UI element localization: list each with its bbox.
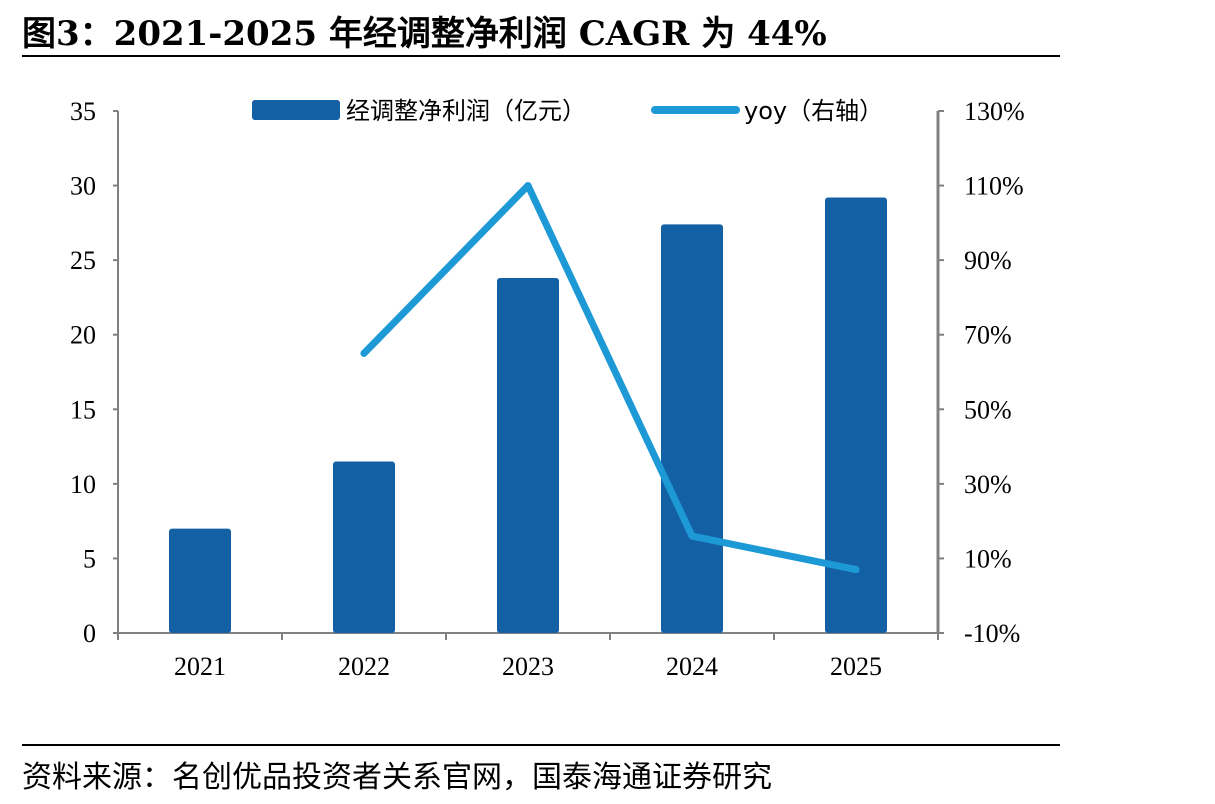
left-axis-tick-label: 30 (70, 172, 96, 201)
right-axis-tick-label: 10% (964, 544, 1012, 573)
legend-bar-label: 经调整净利润（亿元） (346, 97, 586, 125)
x-axis-tick-label: 2024 (666, 652, 718, 681)
left-axis-tick-label: 15 (70, 395, 96, 424)
left-axis-tick-label: 10 (70, 470, 96, 499)
bar-2023 (497, 278, 559, 633)
chart: 05101520253035-10%10%30%50%70%90%110%130… (70, 97, 1025, 681)
chart-title: 图3：2021-2025 年经调整净利润 CAGR 为 44% (22, 14, 827, 54)
right-axis-tick-label: 90% (964, 246, 1012, 275)
legend-line-label: yoy（右轴） (744, 97, 883, 125)
yoy-line-path (360, 182, 860, 574)
x-axis-tick-label: 2022 (338, 652, 390, 681)
bar-2021 (169, 528, 231, 633)
axes: 05101520253035-10%10%30%50%70%90%110%130… (70, 97, 1025, 681)
x-axis-tick-label: 2021 (174, 652, 226, 681)
left-axis-tick-label: 0 (83, 619, 96, 648)
left-axis-tick-label: 5 (83, 544, 96, 573)
left-axis-tick-label: 35 (70, 97, 96, 126)
yoy-line (360, 182, 860, 574)
bars (169, 197, 887, 633)
bar-2022 (333, 461, 395, 633)
x-axis-tick-label: 2025 (830, 652, 882, 681)
source-note: 资料来源：名创优品投资者关系官网，国泰海通证券研究 (22, 760, 772, 795)
legend-bar-swatch (252, 100, 340, 120)
right-axis-tick-label: 30% (964, 470, 1012, 499)
legend: 经调整净利润（亿元） yoy（右轴） (252, 97, 883, 125)
source-rule (22, 744, 1060, 746)
bar-2025 (825, 197, 887, 633)
title-rule (22, 55, 1060, 57)
left-axis-tick-label: 25 (70, 246, 96, 275)
right-axis-tick-label: 130% (964, 97, 1025, 126)
bar-2024 (661, 224, 723, 633)
left-axis-tick-label: 20 (70, 321, 96, 350)
yoy-point-2023 (524, 182, 532, 190)
right-axis-tick-label: 50% (964, 395, 1012, 424)
right-axis-tick-label: 70% (964, 321, 1012, 350)
yoy-point-2024 (688, 532, 696, 540)
right-axis-tick-label: -10% (964, 619, 1020, 648)
yoy-point-2022 (360, 349, 368, 357)
yoy-point-2025 (852, 566, 860, 574)
x-axis-tick-label: 2023 (502, 652, 554, 681)
right-axis-tick-label: 110% (964, 172, 1024, 201)
